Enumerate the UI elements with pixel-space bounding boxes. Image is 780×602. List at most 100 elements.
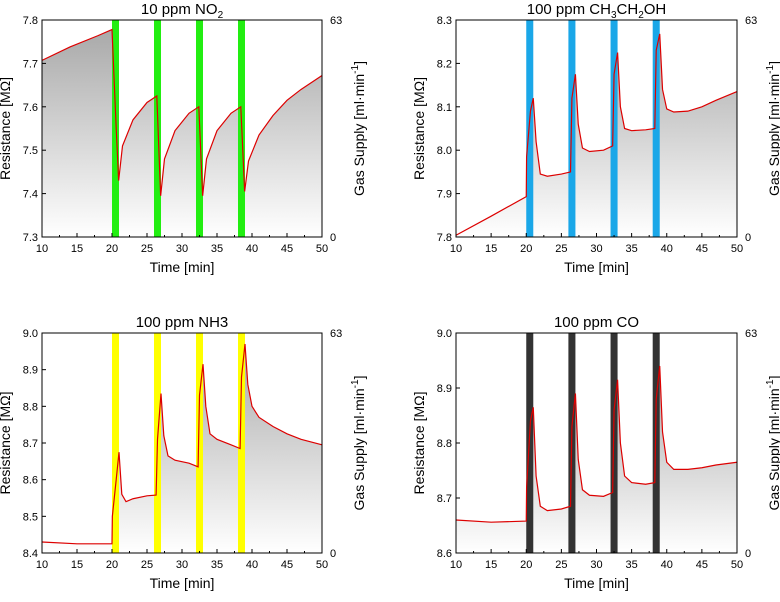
- x-tick-label: 25: [141, 559, 153, 571]
- y-tick-label: 8.2: [437, 58, 452, 70]
- y-tick-label: 7.8: [23, 15, 38, 27]
- x-tick-label: 50: [731, 243, 743, 255]
- y2-axis-label-main: Gas Supply [ml·min: [351, 74, 367, 196]
- area-fill: [456, 366, 737, 553]
- y-tick-label: 9.0: [437, 328, 452, 340]
- chart-title: 100 ppm NH3: [136, 314, 229, 331]
- y2-tick-label: 63: [745, 328, 757, 340]
- chart-title-text-3: OH: [644, 1, 667, 18]
- x-tick-label: 30: [176, 559, 188, 571]
- x-tick-label: 10: [36, 559, 48, 571]
- x-axis-label: Time [min]: [564, 259, 629, 275]
- x-tick-label: 10: [450, 243, 462, 255]
- x-axis-label: Time [min]: [150, 575, 215, 591]
- chart-title-text-2: CH: [617, 1, 639, 18]
- y2-axis-label-main: Gas Supply [ml·min: [766, 388, 780, 510]
- x-tick-label: 15: [485, 559, 497, 571]
- chart-panel-2: 10 15 20 25 30 35 40 45 50 7.8 7.9 8.0 8.1 8.2 8.3 0 63 T…: [411, 1, 780, 275]
- gas-pulse-bar-1: [526, 20, 534, 237]
- x-tick-label: 20: [520, 243, 532, 255]
- x-tick-label: 40: [661, 559, 673, 571]
- y2-axis-label-end: ]: [351, 61, 367, 65]
- resistance-line: [41, 28, 323, 196]
- chart-title: 10 ppm NO2: [141, 1, 224, 21]
- x-axis-label: Time [min]: [564, 575, 629, 591]
- x-tick-label: 40: [246, 243, 258, 255]
- y-axis-label: Resistance [MΩ]: [411, 77, 427, 180]
- x-axis-label: Time [min]: [150, 259, 215, 275]
- area-fill: [42, 344, 322, 553]
- y-tick-label: 7.4: [23, 189, 38, 201]
- resistance-line: [41, 343, 323, 545]
- x-tick-label: 30: [590, 559, 602, 571]
- y-tick-label: 8.7: [23, 438, 38, 450]
- x-tick-label: 15: [485, 243, 497, 255]
- y2-axis-label-superscript: -1: [350, 379, 361, 388]
- chart-title-text: 100 ppm CO: [554, 314, 639, 331]
- y2-tick-label: 63: [745, 15, 757, 27]
- chart-title-text: 100 ppm NH3: [136, 314, 229, 331]
- x-tick-label: 50: [316, 559, 328, 571]
- y-tick-label: 8.1: [437, 102, 452, 114]
- y2-axis-label-end: ]: [766, 376, 780, 380]
- x-tick-label: 35: [211, 559, 223, 571]
- x-tick-label: 20: [520, 559, 532, 571]
- x-tick-label: 25: [555, 559, 567, 571]
- y2-tick-label: 0: [330, 232, 336, 244]
- x-tick-label: 20: [106, 243, 118, 255]
- x-tick-label: 40: [661, 243, 673, 255]
- x-tick-label: 45: [696, 243, 708, 255]
- y2-tick-label: 0: [745, 232, 751, 244]
- y2-axis-label-end: ]: [766, 61, 780, 65]
- y2-tick-label: 0: [745, 548, 751, 560]
- y-tick-label: 7.3: [23, 232, 38, 244]
- y2-axis-label-main: Gas Supply [ml·min: [766, 74, 780, 196]
- y-tick-label: 8.6: [437, 548, 452, 560]
- y-tick-label: 8.9: [23, 365, 38, 377]
- gas-pulse-bar-4: [652, 20, 660, 237]
- x-tick-label: 35: [211, 243, 223, 255]
- y2-axis-label-superscript: -1: [765, 379, 776, 388]
- y-tick-label: 7.9: [437, 189, 452, 201]
- y-tick-label: 7.7: [23, 58, 38, 70]
- y-tick-label: 8.4: [23, 548, 38, 560]
- resistance-line: [455, 33, 738, 236]
- chart-title-subscript: 2: [218, 10, 224, 21]
- y-tick-label: 8.0: [437, 145, 452, 157]
- y-tick-label: 8.7: [437, 493, 452, 505]
- x-tick-label: 10: [36, 243, 48, 255]
- x-tick-label: 15: [71, 243, 83, 255]
- x-tick-label: 25: [555, 243, 567, 255]
- x-tick-label: 25: [141, 243, 153, 255]
- y2-axis-label-main: Gas Supply [ml·min: [351, 388, 367, 510]
- gas-pulse-bar-1: [112, 333, 119, 553]
- gas-pulse-bar-4: [652, 333, 660, 553]
- x-tick-label: 30: [176, 243, 188, 255]
- x-tick-label: 50: [316, 243, 328, 255]
- y-axis-label: Resistance [MΩ]: [411, 391, 427, 494]
- y-tick-label: 8.6: [23, 475, 38, 487]
- gas-pulse-bar-1: [112, 20, 119, 237]
- y-tick-label: 7.6: [23, 102, 38, 114]
- y-tick-label: 8.3: [437, 15, 452, 27]
- x-tick-label: 40: [246, 559, 258, 571]
- y-tick-label: 8.9: [437, 383, 452, 395]
- x-tick-label: 45: [281, 559, 293, 571]
- y-tick-label: 8.8: [23, 401, 38, 413]
- x-tick-label: 35: [626, 243, 638, 255]
- resistance-line: [455, 365, 738, 523]
- y-axis-label: Resistance [MΩ]: [0, 391, 13, 494]
- x-tick-label: 10: [450, 559, 462, 571]
- y-tick-label: 8.8: [437, 438, 452, 450]
- y-tick-label: 7.5: [23, 145, 38, 157]
- chart-title: 100 ppm CH3CH2OH: [527, 1, 667, 21]
- gas-pulse-bar-4: [238, 333, 245, 553]
- chart-panel-3: 10 15 20 25 30 35 40 45 50 8.4 8.5 8.6 8.7 8.8 8.9 9.0 0…: [0, 314, 367, 591]
- y-tick-label: 7.8: [437, 232, 452, 244]
- y2-axis-label-superscript: -1: [350, 64, 361, 73]
- y-tick-label: 9.0: [23, 328, 38, 340]
- x-tick-label: 45: [281, 243, 293, 255]
- y2-tick-label: 63: [330, 15, 342, 27]
